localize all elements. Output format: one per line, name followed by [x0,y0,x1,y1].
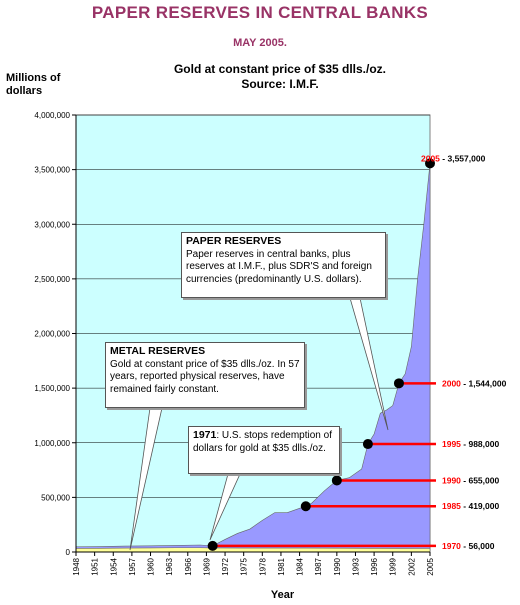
x-tick-label: 2002 [407,557,416,575]
y1971-callout-pointer [209,473,241,541]
marker-year: 2005 [421,153,440,163]
metal-callout-title: METAL RESERVES [110,345,206,357]
x-tick-label: 1954 [109,557,118,575]
x-tick-label: 1984 [296,557,305,575]
y1971-callout-text: : U.S. stops redemption of dollars for g… [193,430,332,454]
marker-value: - 419,000 [461,501,500,511]
x-tick-label: 1981 [277,557,286,575]
marker-dot [393,378,404,389]
paper-callout-pointer [349,297,389,431]
x-axis-label: Year [270,589,295,601]
paper-callout-text: Paper reserves in central banks, plus re… [186,248,372,285]
marker-label: 1995 - 988,000 [442,439,499,449]
x-tick-label: 1966 [184,557,193,575]
marker-year: 1970 [442,541,461,551]
marker-label: 1970 - 56,000 [442,541,495,551]
y-tick-label: 2,500,000 [34,275,70,284]
marker-dot [331,475,342,486]
marker-label: 2000 - 1,544,000 [442,378,507,388]
chart-subtitle: Gold at constant price of $35 dlls./oz. [173,62,387,76]
x-tick-label: 1969 [202,557,211,575]
marker-year: 1990 [442,475,461,485]
year-1971-callout: 1971: U.S. stops redemption of dollars f… [188,426,340,474]
marker-label: 2005 - 3,557,000 [421,153,486,163]
x-tick-label: 1999 [389,557,398,575]
metal-callout-text: Gold at constant price of $35 dlls./oz. … [110,358,300,395]
metal-reserves-callout: METAL RESERVES Gold at constant price of… [105,342,305,408]
marker-label: 1990 - 655,000 [442,475,499,485]
marker-dot [207,540,218,551]
x-tick-label: 2005 [426,557,435,575]
x-tick-label: 1978 [258,557,267,575]
marker-value: - 56,000 [461,541,495,551]
y-tick-label: 4,000,000 [34,111,70,120]
y-tick-label: 2,000,000 [34,330,70,339]
x-tick-label: 1993 [351,557,360,575]
x-tick-label: 1996 [370,557,379,575]
y-axis-label: Millions of dollars [6,72,61,97]
marker-year: 2000 [442,378,461,388]
chart-date: MAY 2005. [233,37,287,49]
y-tick-label: 0 [66,548,71,557]
y-tick-label: 3,500,000 [34,166,70,175]
x-tick-label: 1972 [221,557,230,575]
x-tick-label: 1990 [333,557,342,575]
marker-dot [425,158,435,169]
paper-reserves-area [75,163,431,553]
marker-label: 1985 - 419,000 [442,501,499,511]
paper-reserves-callout: PAPER RESERVES Paper reserves in central… [181,232,386,298]
marker-value: - 3,557,000 [440,153,486,163]
marker-year: 1985 [442,501,461,511]
x-tick-label: 1957 [128,557,137,575]
chart-title: PAPER RESERVES IN CENTRAL BANKS [91,3,429,22]
x-tick-label: 1948 [72,557,81,575]
paper-callout-title: PAPER RESERVES [186,235,282,247]
marker-value: - 988,000 [461,439,500,449]
x-tick-label: 1975 [240,557,249,575]
marker-year: 1995 [442,439,461,449]
y-tick-label: 3,000,000 [34,220,70,229]
chart-source: Source: I.M.F. [241,77,319,91]
metal-reserves-area [75,547,431,553]
marker-value: - 655,000 [461,475,500,485]
x-tick-label: 1987 [314,557,323,575]
marker-value: - 1,544,000 [461,378,507,388]
y-tick-label: 1,500,000 [34,384,70,393]
x-tick-label: 1960 [147,557,156,575]
y-tick-label: 1,000,000 [34,439,70,448]
x-tick-label: 1951 [91,557,100,575]
marker-dot [300,501,311,512]
y-tick-label: 500,000 [41,493,70,502]
y1971-callout-title: 1971 [193,429,217,441]
x-tick-label: 1963 [165,557,174,575]
marker-dot [362,439,373,450]
metal-callout-pointer [129,407,163,551]
